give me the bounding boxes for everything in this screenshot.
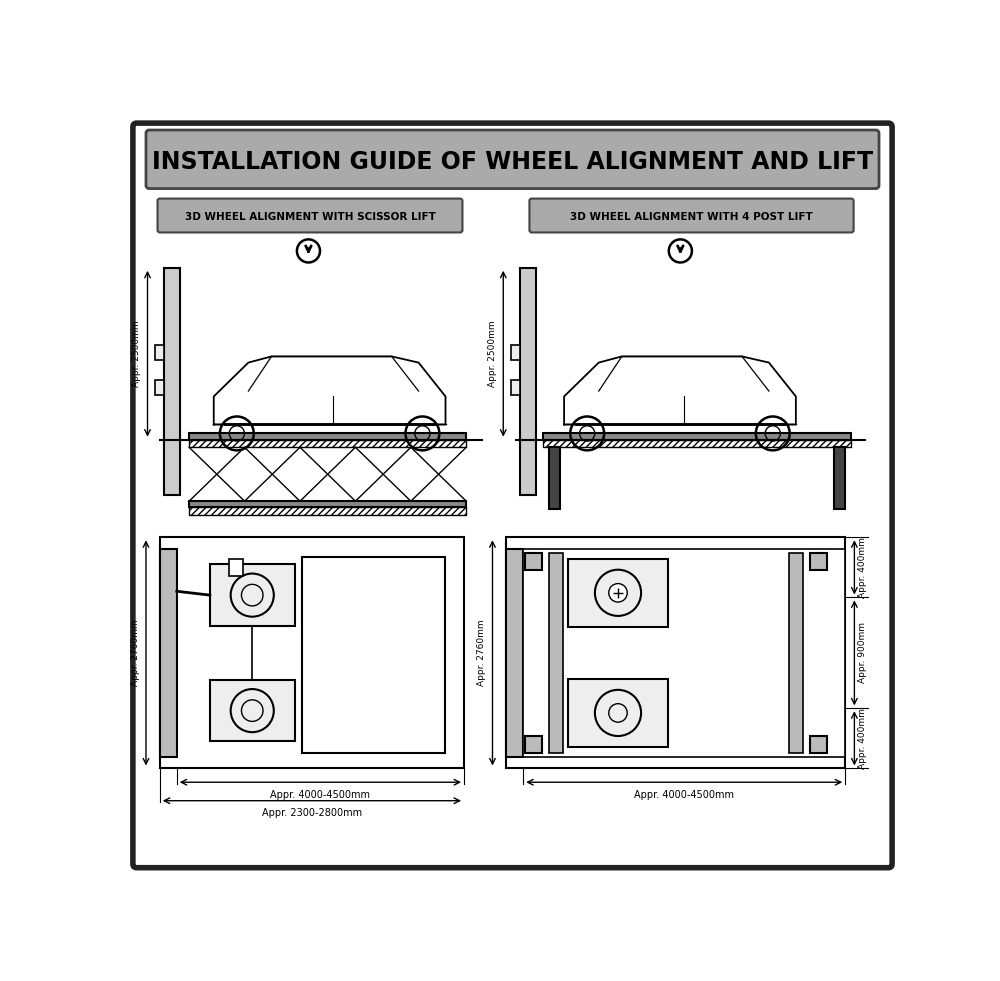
Bar [525,552,542,570]
Text: Appr. 4000-4500mm: Appr. 4000-4500mm [634,790,734,800]
Text: Appr. 2760mm: Appr. 2760mm [477,620,486,686]
Bar [834,447,845,509]
Text: Appr. 4000-4500mm: Appr. 4000-4500mm [270,790,370,800]
Circle shape [297,239,320,263]
Bar [210,564,295,626]
Bar [810,736,827,753]
Bar [189,501,466,507]
Text: Appr. 400mm: Appr. 400mm [858,537,867,597]
Circle shape [609,584,627,602]
Bar [189,434,466,439]
Bar [506,538,845,768]
Bar [160,538,464,768]
Bar [229,559,243,576]
Bar [155,345,164,360]
Bar [568,679,668,747]
Circle shape [669,239,692,263]
Bar [155,380,164,395]
Bar [160,549,177,756]
Bar [543,439,851,447]
Bar [210,680,295,742]
Text: INSTALLATION GUIDE OF WHEEL ALIGNMENT AND LIFT: INSTALLATION GUIDE OF WHEEL ALIGNMENT AN… [152,150,873,174]
Bar [511,345,520,360]
Text: 3D WHEEL ALIGNMENT WITH 4 POST LIFT: 3D WHEEL ALIGNMENT WITH 4 POST LIFT [570,212,813,222]
Text: Appr. 2300-2800mm: Appr. 2300-2800mm [262,808,362,818]
Bar [189,507,466,515]
Bar [568,559,668,627]
Text: 3D WHEEL ALIGNMENT WITH SCISSOR LIFT: 3D WHEEL ALIGNMENT WITH SCISSOR LIFT [185,212,435,222]
Bar [549,552,563,753]
Bar [189,439,466,447]
Text: Appr. 400mm: Appr. 400mm [858,708,867,769]
Bar [302,556,445,753]
Bar [525,736,542,753]
Bar [511,380,520,395]
FancyBboxPatch shape [133,123,892,868]
Bar [520,268,536,495]
Bar [523,549,845,756]
Text: Appr. 2760mm: Appr. 2760mm [131,620,140,686]
FancyBboxPatch shape [529,198,854,232]
Bar [164,268,180,495]
Bar [789,552,803,753]
Text: Appr. 2500mm: Appr. 2500mm [488,321,497,387]
Text: Appr. 2500mm: Appr. 2500mm [132,321,141,387]
Text: Appr. 900mm: Appr. 900mm [858,622,867,684]
Bar [810,552,827,570]
Bar [543,434,851,439]
Bar [549,447,560,509]
Bar [506,549,523,756]
FancyBboxPatch shape [146,130,879,188]
FancyBboxPatch shape [158,198,462,232]
